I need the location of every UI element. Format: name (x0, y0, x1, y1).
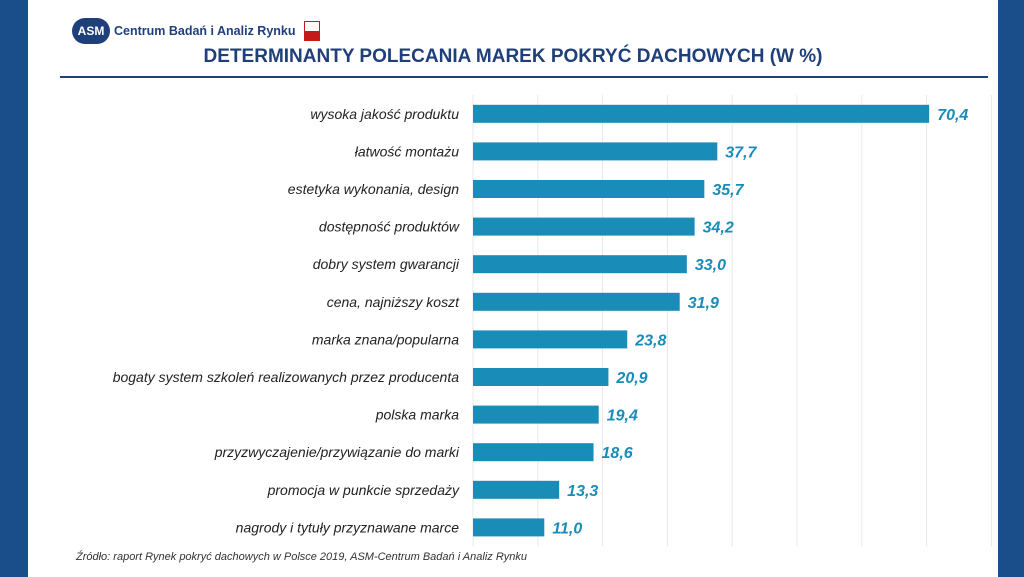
logo-text: Centrum Badań i Analiz Rynku (114, 24, 296, 38)
bar (473, 180, 705, 198)
bar (473, 480, 560, 499)
value-label: 23,8 (634, 332, 666, 349)
category-label: polska marka (375, 407, 459, 423)
value-label: 31,9 (688, 295, 719, 312)
category-label: marka znana/popularna (312, 331, 459, 347)
bar (473, 255, 687, 274)
category-label: estetyka wykonania, design (288, 181, 459, 197)
value-label: 37,7 (725, 144, 757, 161)
polish-flag-icon (303, 21, 320, 41)
chart-title: DETERMINANTY POLECANIA MAREK POKRYĆ DACH… (203, 46, 823, 67)
value-label: 33,0 (695, 257, 726, 274)
value-label: 11,0 (552, 520, 582, 537)
bar (473, 405, 599, 424)
bar (473, 368, 609, 386)
category-label: przyzwyczajenie/przywiązanie do marki (214, 444, 460, 460)
bar (473, 518, 545, 537)
bar (473, 217, 695, 236)
value-label: 35,7 (712, 182, 744, 199)
asm-logo: ASM Centrum Badań i Analiz Rynku (72, 18, 320, 44)
bar (473, 142, 718, 161)
title-divider (60, 76, 988, 78)
bar (473, 330, 628, 349)
category-label: promocja w punkcie sprzedaży (267, 482, 460, 498)
value-label: 34,2 (703, 220, 734, 237)
slide: ASM Centrum Badań i Analiz Rynku DETERMI… (28, 0, 998, 577)
value-label: 18,6 (602, 445, 633, 462)
bar-chart: wysoka jakość produktu 70,4 łatwość montaż… (113, 95, 992, 547)
category-label: bogaty system szkoleń realizowanych prze… (113, 369, 460, 385)
source-note: Źródło: raport Rynek pokryć dachowych w … (76, 551, 527, 563)
value-label: 20,9 (615, 370, 647, 387)
logo-badge: ASM (72, 18, 110, 44)
category-label: cena, najniższy koszt (327, 294, 460, 310)
category-label: dobry system gwarancji (313, 256, 460, 272)
category-label: wysoka jakość produktu (310, 106, 459, 122)
bar (473, 104, 930, 123)
category-label: nagrody i tytuły przyznawane marce (236, 519, 460, 535)
value-label: 19,4 (607, 408, 638, 425)
bar (473, 443, 594, 462)
value-label: 13,3 (567, 483, 598, 500)
category-label: łatwość montażu (355, 143, 459, 159)
bar (473, 292, 680, 311)
value-label: 70,4 (937, 107, 968, 124)
category-label: dostępność produktów (319, 219, 460, 235)
